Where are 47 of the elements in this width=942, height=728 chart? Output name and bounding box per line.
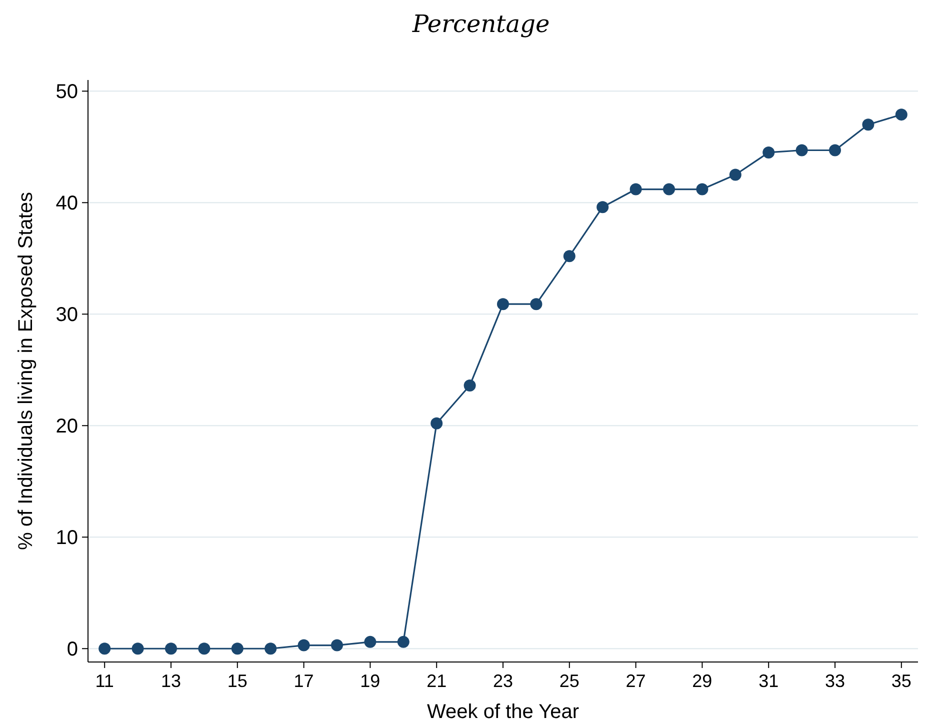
point: [464, 379, 476, 392]
chart-title: Percentage: [411, 10, 550, 38]
y-tick-label: 50: [56, 81, 78, 104]
point: [397, 636, 410, 648]
x-tick-label: 15: [227, 671, 248, 691]
x-tick-label: 19: [360, 671, 380, 691]
point: [630, 183, 642, 196]
point: [497, 298, 509, 310]
point: [895, 108, 908, 121]
point: [165, 642, 177, 655]
point: [729, 168, 742, 181]
point: [331, 639, 343, 652]
point: [264, 642, 277, 655]
y-tick-label: 20: [56, 416, 78, 438]
x-tick-label: 29: [692, 671, 712, 691]
x-tick-label: 33: [824, 671, 846, 691]
point: [596, 201, 609, 214]
y-tick-label: 40: [56, 192, 78, 215]
x-tick-label: 23: [492, 671, 514, 691]
x-tick-label: 13: [160, 671, 182, 691]
point: [829, 144, 841, 156]
point: [364, 636, 376, 648]
x-tick-label: 17: [294, 671, 314, 691]
y-tick-label: 30: [56, 304, 78, 326]
x-tick-label: 25: [559, 671, 580, 691]
x-tick-label: 11: [95, 671, 114, 691]
point: [762, 146, 775, 158]
point: [198, 642, 210, 655]
point: [563, 250, 576, 262]
point: [298, 639, 310, 652]
point: [663, 183, 675, 196]
x-axis-title: Week of the Year: [427, 701, 580, 723]
point: [796, 144, 808, 156]
x-tick-label: 27: [626, 671, 646, 691]
point: [231, 642, 244, 655]
y-tick-label: 10: [56, 527, 78, 550]
point: [98, 642, 111, 655]
point: [530, 298, 542, 310]
point: [862, 118, 874, 131]
y-axis-title: % of Individuals living in Exposed States: [15, 192, 37, 550]
y-tick-label: 0: [66, 638, 78, 661]
x-tick-label: 21: [426, 671, 447, 691]
point: [696, 183, 708, 196]
point: [430, 417, 443, 430]
x-tick-label: 35: [891, 671, 912, 691]
point: [132, 642, 144, 655]
x-tick-label: 31: [758, 671, 779, 691]
